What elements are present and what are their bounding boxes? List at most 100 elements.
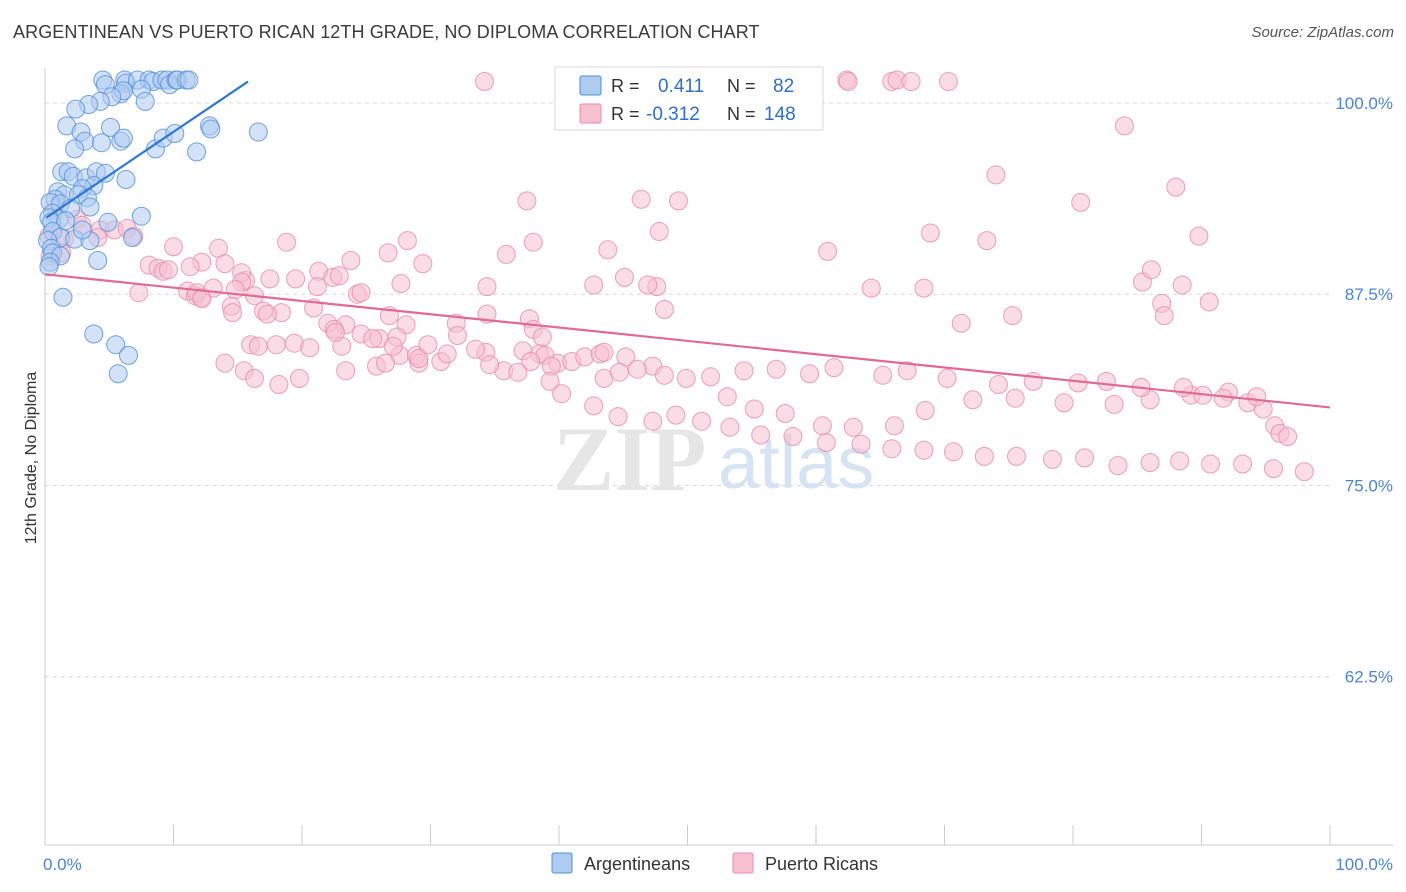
- puerto-rican-point-15: [631, 189, 651, 209]
- puerto-rican-point-16: [669, 191, 688, 211]
- puerto-rican-point-149: [289, 368, 309, 388]
- puerto-rican-point-53: [598, 240, 618, 260]
- source-label: Source: ZipAtlas.com: [1251, 24, 1394, 41]
- puerto-rican-point-185: [448, 326, 467, 345]
- argentinean-point-67: [72, 220, 92, 240]
- puerto-rican-point-68: [391, 274, 411, 293]
- puerto-rican-point-78: [1172, 275, 1192, 295]
- puerto-rican-point-180: [192, 289, 212, 309]
- correlation-legend: R = 0.411 N = 82 R = -0.312 N = 148: [554, 66, 824, 131]
- y-tick-label-2: 75.0%: [1345, 476, 1393, 495]
- puerto-rican-point-25: [164, 237, 183, 257]
- puerto-rican-point-162: [701, 367, 721, 387]
- puerto-rican-point-128: [775, 404, 795, 423]
- puerto-rican-point-177: [1213, 388, 1233, 408]
- puerto-rican-point-206: [1042, 449, 1062, 469]
- puerto-rican-point-127: [744, 399, 764, 419]
- argentinean-point-35: [248, 122, 268, 142]
- puerto-rican-point-186: [466, 339, 485, 359]
- legend-n-label-2: N =: [727, 104, 756, 124]
- puerto-rican-point-153: [409, 349, 429, 368]
- argentinean-point-54: [80, 197, 100, 217]
- x-tick-labels: 0.0% 100.0%: [43, 855, 1393, 874]
- puerto-rican-point-122: [594, 342, 614, 362]
- puerto-rican-point-106: [300, 338, 320, 358]
- y-tick-label-0: 100.0%: [1335, 94, 1393, 113]
- puerto-rican-point-210: [1170, 451, 1190, 471]
- puerto-rican-point-205: [1007, 446, 1026, 466]
- argentineans-trend-line: [45, 80, 249, 219]
- puerto-rican-point-47: [286, 269, 306, 289]
- puerto-rican-point-51: [413, 254, 433, 274]
- puerto-rican-point-23: [277, 232, 297, 252]
- puerto-rican-point-168: [897, 361, 917, 381]
- puerto-ricans-points: [39, 70, 1314, 482]
- puerto-rican-point-98: [1003, 306, 1023, 326]
- puerto-rican-point-189: [540, 371, 560, 391]
- legend-r-label-2: R =: [611, 104, 640, 124]
- argentinean-point-55: [131, 206, 151, 226]
- puerto-rican-point-161: [654, 365, 674, 385]
- puerto-rican-point-131: [884, 416, 904, 436]
- argentinean-point-43: [116, 170, 136, 189]
- puerto-rican-point-209: [1140, 453, 1160, 472]
- puerto-rican-point-96: [654, 300, 674, 319]
- x-tick-label-0: 0.0%: [43, 855, 82, 874]
- puerto-rican-point-58: [129, 283, 149, 303]
- legend-n-value-1: 82: [773, 76, 794, 97]
- puerto-rican-point-166: [824, 358, 844, 378]
- puerto-rican-point-188: [508, 362, 528, 382]
- puerto-rican-point-134: [1005, 388, 1025, 408]
- argentinean-point-29: [113, 128, 133, 148]
- legend-n-value-2: 148: [764, 104, 796, 125]
- puerto-rican-point-103: [248, 336, 268, 356]
- argentinean-point-34: [201, 119, 221, 139]
- puerto-rican-point-18: [649, 222, 669, 241]
- y-tick-labels: 100.0% 87.5% 75.0% 62.5%: [1335, 94, 1393, 687]
- argentinean-point-66: [122, 228, 142, 248]
- puerto-rican-point-195: [692, 411, 712, 431]
- puerto-rican-point-8: [901, 72, 921, 91]
- puerto-rican-point-204: [974, 446, 994, 466]
- puerto-rican-point-40: [158, 260, 178, 280]
- puerto-rican-point-104: [266, 335, 286, 355]
- puerto-rican-point-133: [963, 390, 983, 410]
- puerto-rican-point-42: [180, 257, 200, 277]
- puerto-rican-point-80: [223, 303, 243, 323]
- argentinean-point-22: [101, 117, 120, 137]
- y-tick-label-3: 62.5%: [1345, 668, 1393, 687]
- puerto-rican-point-214: [1294, 462, 1314, 482]
- puerto-rican-point-203: [944, 442, 963, 462]
- argentinean-point-75: [53, 287, 73, 307]
- puerto-rican-point-178: [1247, 387, 1267, 407]
- x-tick-label-1: 100.0%: [1335, 855, 1393, 874]
- puerto-rican-point-21: [1189, 226, 1209, 246]
- puerto-rican-point-193: [643, 411, 663, 431]
- argentinean-point-18: [135, 91, 155, 111]
- puerto-rican-point-170: [989, 375, 1008, 394]
- puerto-rican-point-54: [818, 241, 838, 261]
- argentinean-point-27: [92, 133, 111, 153]
- puerto-rican-point-14: [517, 191, 537, 211]
- puerto-rican-point-49: [341, 251, 361, 270]
- puerto-rican-point-160: [627, 359, 647, 379]
- puerto-rican-point-148: [269, 375, 289, 394]
- puerto-rican-point-191: [584, 396, 604, 416]
- puerto-rican-point-19: [920, 223, 940, 243]
- argentinean-point-77: [106, 335, 126, 355]
- puerto-rican-point-156: [521, 352, 541, 371]
- series-legend-label-argentineans: Argentineans: [584, 854, 690, 874]
- puerto-rican-point-129: [812, 416, 832, 436]
- puerto-rican-point-97: [951, 313, 971, 333]
- puerto-rican-point-182: [325, 322, 345, 342]
- argentinean-point-73: [39, 257, 59, 277]
- series-legend: Argentineans Puerto Ricans: [551, 852, 878, 874]
- puerto-rican-point-212: [1233, 454, 1253, 474]
- argentinean-point-13: [179, 70, 199, 90]
- puerto-rican-point-167: [873, 365, 893, 385]
- puerto-rican-point-71: [615, 267, 634, 287]
- puerto-rican-point-152: [376, 353, 395, 373]
- puerto-rican-point-10: [1114, 116, 1134, 136]
- argentinean-point-26: [65, 139, 85, 159]
- puerto-rican-point-165: [800, 364, 820, 384]
